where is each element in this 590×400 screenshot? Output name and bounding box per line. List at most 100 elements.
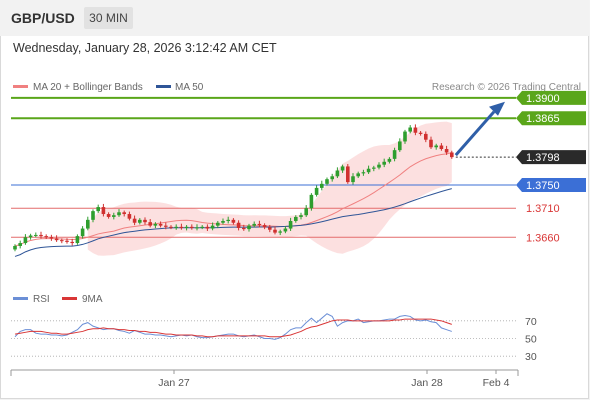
candle-body bbox=[340, 166, 345, 171]
level-label-1.3750: 1.3750 bbox=[526, 180, 560, 192]
candle-body bbox=[127, 214, 132, 219]
candle-body bbox=[247, 225, 251, 230]
candle-body bbox=[268, 227, 272, 230]
candle-body bbox=[325, 179, 329, 184]
candle-body bbox=[429, 139, 433, 148]
candle-body bbox=[320, 183, 324, 188]
level-label-1.3798: 1.3798 bbox=[526, 152, 560, 164]
candle-body bbox=[143, 219, 147, 223]
ma20-legend-swatch bbox=[13, 85, 28, 88]
candle-body bbox=[49, 237, 54, 239]
candle-body bbox=[205, 226, 210, 229]
rsi-series-9MA bbox=[14, 318, 452, 338]
candle-body bbox=[190, 226, 194, 228]
ma9-legend-label: 9MA bbox=[82, 294, 103, 305]
candle-body bbox=[164, 225, 168, 227]
candle-body bbox=[169, 226, 173, 228]
candle-body bbox=[236, 222, 241, 228]
candle-body bbox=[23, 237, 28, 244]
candle-body bbox=[226, 219, 230, 221]
candle-body bbox=[299, 215, 303, 217]
candle-body bbox=[392, 150, 397, 159]
candle-body bbox=[28, 235, 33, 238]
candle-body bbox=[351, 176, 355, 183]
candle-body bbox=[80, 228, 85, 237]
level-label-1.3660: 1.3660 bbox=[526, 232, 560, 244]
candle-body bbox=[158, 223, 163, 226]
timeframe-badge[interactable]: 30 MIN bbox=[84, 7, 133, 29]
candle-body bbox=[398, 141, 402, 151]
candle-body bbox=[413, 127, 418, 133]
candle-body bbox=[294, 216, 298, 221]
level-tag-1.3865 bbox=[516, 111, 586, 126]
candle-body bbox=[424, 133, 428, 140]
candle-body bbox=[408, 127, 412, 132]
candle-body bbox=[39, 234, 43, 237]
candle-body bbox=[122, 212, 126, 215]
candle-body bbox=[231, 219, 236, 223]
candle-body bbox=[174, 226, 178, 228]
candle-body bbox=[195, 227, 199, 229]
candle-body bbox=[444, 149, 449, 153]
instrument-title: GBP/USD bbox=[11, 10, 75, 26]
candle-body bbox=[153, 223, 158, 226]
candle-body bbox=[210, 225, 215, 229]
rsi-legend-label: RSI bbox=[33, 294, 50, 305]
candle-body bbox=[382, 161, 386, 165]
bollinger-band bbox=[87, 121, 452, 256]
candle-body bbox=[346, 166, 350, 183]
candle-body bbox=[366, 168, 371, 173]
candle-body bbox=[372, 167, 376, 169]
candle-body bbox=[403, 131, 407, 142]
candle-body bbox=[106, 214, 111, 217]
ma20-legend-label: MA 20 + Bollinger Bands bbox=[33, 82, 143, 93]
candle-body bbox=[283, 228, 288, 232]
candle-body bbox=[184, 226, 189, 228]
candle-body bbox=[418, 132, 423, 134]
candle-body bbox=[179, 226, 184, 228]
candle-body bbox=[54, 238, 59, 241]
candle-body bbox=[356, 173, 360, 177]
level-label-1.3865: 1.3865 bbox=[526, 113, 560, 125]
level-tag-1.3750 bbox=[516, 178, 586, 192]
forecast-arrow-head bbox=[489, 101, 505, 116]
copyright-label: Research © 2026 Trading Central bbox=[432, 82, 581, 93]
candle-body bbox=[314, 187, 319, 195]
x-tick-label: Jan 28 bbox=[411, 377, 443, 389]
level-tag-1.3900 bbox=[516, 90, 586, 105]
candle-body bbox=[262, 225, 267, 228]
candle-body bbox=[96, 207, 100, 212]
candle-body bbox=[304, 208, 308, 216]
candle-body bbox=[387, 158, 392, 162]
candle-body bbox=[65, 240, 69, 242]
candle-body bbox=[377, 164, 381, 168]
ma50-legend-swatch bbox=[156, 85, 171, 88]
candle-body bbox=[242, 227, 246, 230]
candle-body bbox=[132, 218, 137, 223]
forecast-arrow bbox=[454, 110, 496, 157]
candle-body bbox=[117, 212, 121, 216]
candle-body bbox=[221, 221, 225, 223]
level-label-1.3900: 1.3900 bbox=[526, 93, 560, 105]
candle-body bbox=[439, 145, 444, 149]
ma20-line bbox=[14, 152, 452, 247]
candle-body bbox=[44, 236, 48, 238]
candle-body bbox=[148, 222, 152, 226]
ma50-line bbox=[14, 188, 452, 257]
candle-body bbox=[112, 215, 116, 217]
candle-body bbox=[60, 240, 64, 242]
candle-body bbox=[309, 194, 314, 209]
candle-body bbox=[101, 207, 106, 215]
candle-body bbox=[86, 219, 90, 229]
candle-body bbox=[450, 152, 454, 158]
x-tick-label: Jan 27 bbox=[158, 377, 190, 389]
candle-body bbox=[75, 236, 80, 244]
candle-body bbox=[330, 176, 334, 180]
candle-body bbox=[361, 172, 366, 174]
candle-body bbox=[34, 234, 38, 236]
candle-body bbox=[434, 145, 438, 148]
rsi-tick-70: 70 bbox=[525, 316, 537, 328]
candle-body bbox=[335, 170, 340, 177]
